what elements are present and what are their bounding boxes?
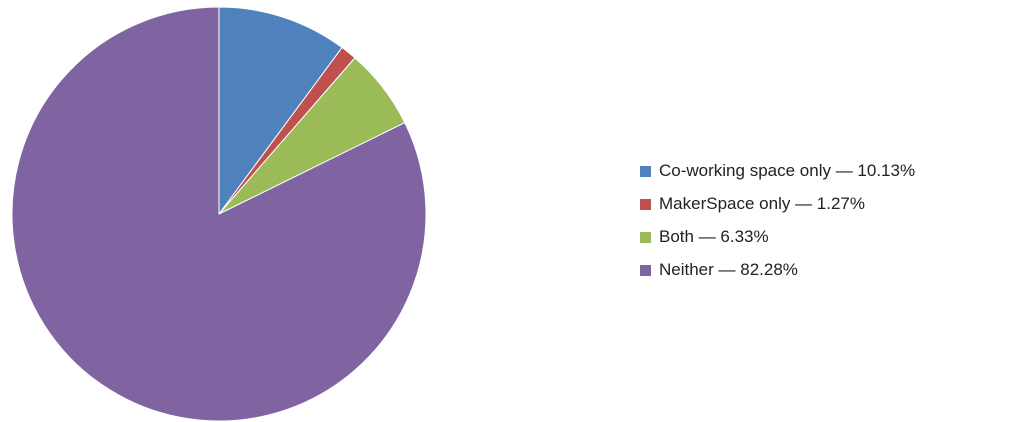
legend-label-neither: Neither — 82.28% <box>659 260 798 279</box>
legend-swatch-makerspace <box>640 198 651 210</box>
legend-item-both: Both — 6.33% <box>640 227 915 246</box>
chart-legend: Co-working space only — 10.13% MakerSpac… <box>640 161 916 294</box>
legend-item-makerspace: MakerSpace only — 1.27% <box>640 194 915 213</box>
legend-label-both: Both — 6.33% <box>659 227 769 246</box>
legend-label-makerspace: MakerSpace only — 1.27% <box>659 194 865 213</box>
legend-swatch-co-working <box>640 165 651 177</box>
legend-item-co-working: Co-working space only — 10.13% <box>640 161 916 180</box>
legend-swatch-neither <box>640 264 651 276</box>
legend-swatch-both <box>640 231 651 243</box>
pie-slice-neither <box>11 6 427 422</box>
pie-slice-co-working <box>218 6 343 216</box>
pie-plot-area <box>11 6 427 422</box>
legend-label-co-working: Co-working space only — 10.13% <box>659 161 916 180</box>
legend-item-neither: Neither — 82.28% <box>640 260 915 279</box>
